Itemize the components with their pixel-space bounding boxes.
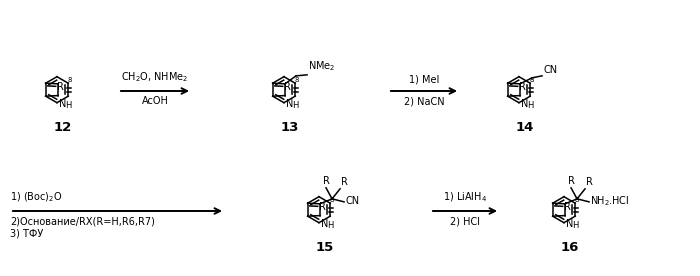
Text: H: H	[327, 221, 333, 230]
Text: H: H	[527, 100, 533, 110]
Text: 1) LiAlH$_4$: 1) LiAlH$_4$	[443, 190, 487, 204]
Text: R: R	[341, 177, 348, 187]
Text: 12: 12	[54, 121, 72, 134]
Text: N: N	[521, 99, 528, 108]
Text: 8: 8	[294, 77, 299, 83]
Text: 2) NaCN: 2) NaCN	[404, 96, 444, 106]
Text: H: H	[65, 100, 71, 110]
Text: 16: 16	[561, 241, 579, 254]
Text: N: N	[566, 219, 573, 229]
Text: R: R	[323, 176, 330, 186]
Text: 15: 15	[316, 241, 334, 254]
Text: CN: CN	[543, 65, 557, 75]
Text: N: N	[321, 219, 328, 229]
Text: 8: 8	[529, 77, 533, 83]
Text: AcOH: AcOH	[141, 96, 169, 106]
Text: 8: 8	[574, 197, 579, 203]
Text: R: R	[564, 202, 571, 212]
Text: 2) HCl: 2) HCl	[450, 216, 480, 226]
Text: 13: 13	[281, 121, 299, 134]
Text: 8: 8	[67, 77, 71, 83]
Text: 8: 8	[329, 197, 334, 203]
Text: CN: CN	[345, 196, 359, 206]
Text: R: R	[57, 82, 64, 92]
Text: NMe$_2$: NMe$_2$	[308, 59, 335, 73]
Text: 1) (Boc)$_2$O: 1) (Boc)$_2$O	[10, 190, 62, 204]
Text: R: R	[284, 82, 291, 92]
Text: H: H	[572, 221, 578, 230]
Text: R: R	[519, 82, 526, 92]
Text: R: R	[568, 176, 575, 186]
Text: H: H	[292, 100, 298, 110]
Text: 14: 14	[516, 121, 534, 134]
Text: N: N	[286, 99, 293, 108]
Text: N: N	[59, 99, 66, 108]
Text: 2)Основание/RX(R=H,R6,R7): 2)Основание/RX(R=H,R6,R7)	[10, 216, 155, 226]
Text: R: R	[586, 177, 593, 187]
Text: CH$_2$O, NHMe$_2$: CH$_2$O, NHMe$_2$	[122, 70, 188, 84]
Text: R: R	[319, 202, 326, 212]
Text: 3) ТФУ: 3) ТФУ	[10, 228, 43, 238]
Text: 1) MeI: 1) MeI	[409, 74, 439, 84]
Text: NH$_2$.HCl: NH$_2$.HCl	[590, 194, 629, 208]
